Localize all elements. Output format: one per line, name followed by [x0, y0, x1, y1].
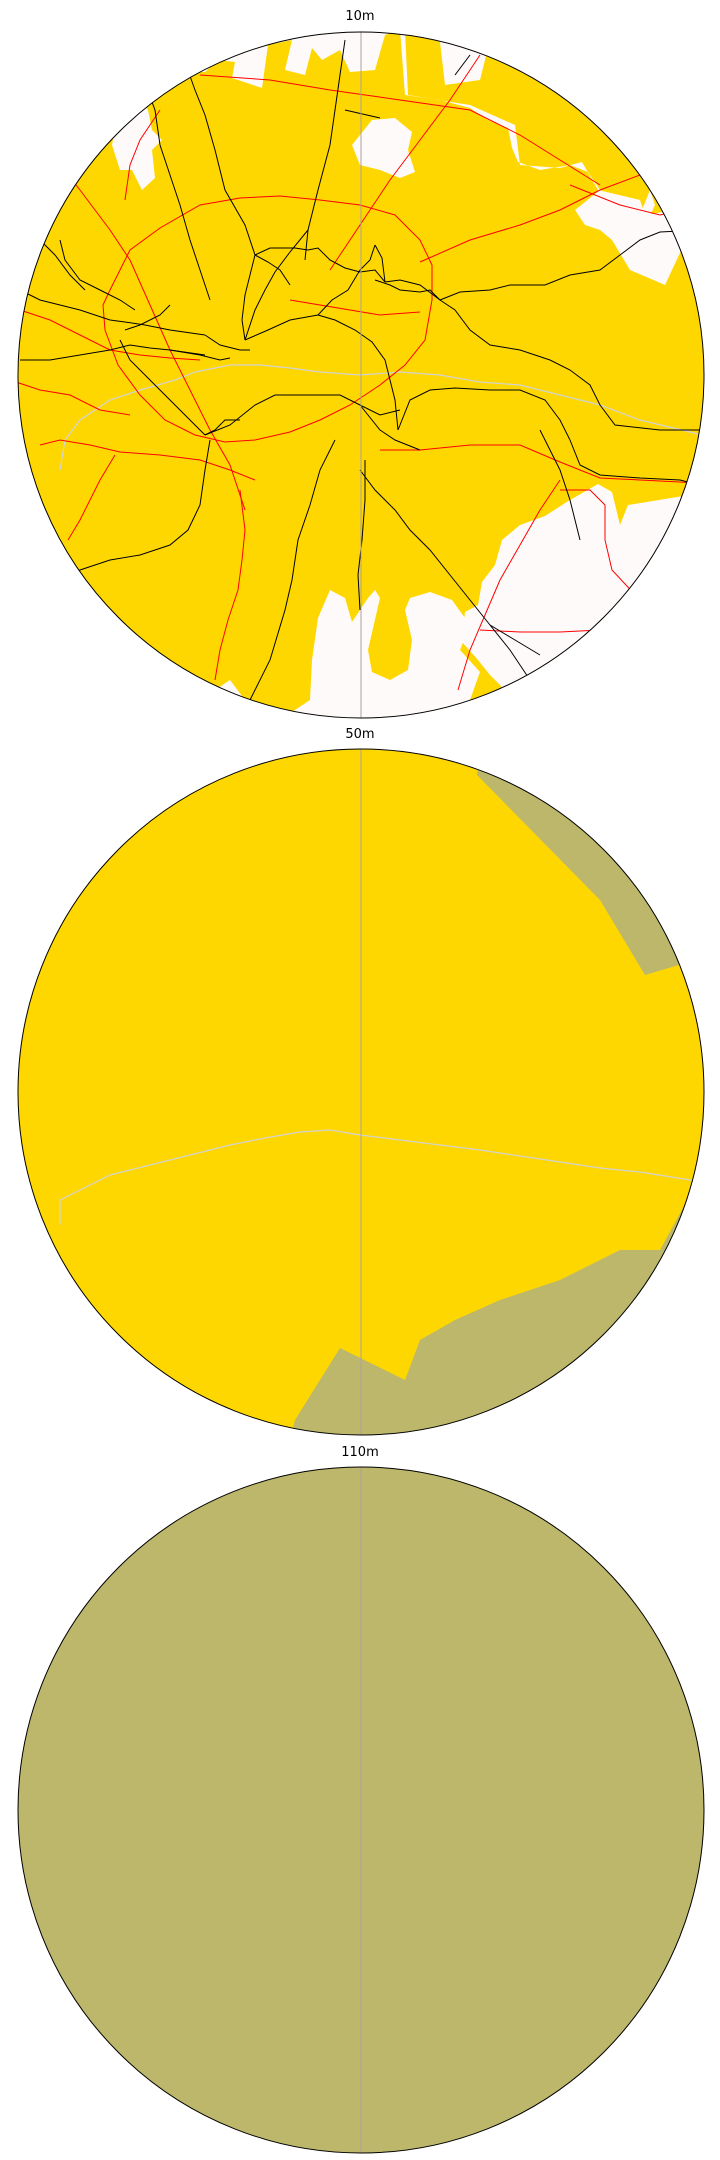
- road: [39, 239, 86, 291]
- river-thames: [59, 364, 704, 471]
- road: [374, 279, 441, 301]
- panel-title-110m: 110m: [341, 1445, 379, 1460]
- road: [59, 439, 211, 581]
- panel-title-50m: 50m: [345, 727, 375, 742]
- railway: [199, 74, 601, 186]
- non-urban-area-southeast: [462, 484, 704, 700]
- rivers-layer: [59, 364, 704, 471]
- railway: [380, 444, 704, 486]
- road: [204, 334, 250, 351]
- railway: [67, 454, 116, 541]
- map-50m: [17, 748, 705, 1436]
- railway: [419, 174, 641, 263]
- road: [204, 394, 401, 436]
- road: [204, 419, 240, 436]
- road: [439, 299, 704, 431]
- railway: [560, 489, 641, 601]
- railway: [329, 54, 481, 271]
- map-panel-10m: 10m: [0, 0, 720, 720]
- railway: [289, 299, 421, 316]
- road: [359, 469, 531, 681]
- railway-ring: [102, 195, 433, 443]
- road: [20, 344, 206, 361]
- road: [254, 247, 386, 283]
- railway: [124, 109, 161, 201]
- road: [241, 254, 256, 341]
- map-outline: [17, 748, 705, 1436]
- non-urban-area-center: [352, 118, 415, 178]
- road: [489, 624, 541, 656]
- road: [317, 244, 376, 316]
- map-panel-50m: 50m: [0, 720, 720, 1440]
- map-outline: [17, 31, 705, 719]
- road: [124, 304, 171, 331]
- road: [254, 254, 291, 286]
- road: [59, 239, 136, 311]
- road: [317, 314, 399, 431]
- road: [19, 289, 206, 336]
- map-outline: [17, 1466, 705, 2154]
- map-10m: [17, 31, 705, 719]
- map-panel-110m: 110m: [0, 1440, 720, 2160]
- road: [184, 61, 256, 256]
- road: [384, 279, 441, 301]
- railway: [39, 439, 256, 481]
- road: [359, 404, 421, 451]
- urban-area: [18, 749, 704, 1435]
- panel-title-10m: 10m: [345, 9, 375, 24]
- road: [344, 109, 381, 119]
- road: [374, 244, 386, 283]
- road: [539, 429, 581, 541]
- roads-layer: [19, 39, 704, 718]
- river: [59, 1129, 704, 1225]
- road: [239, 439, 336, 718]
- road: [119, 339, 206, 436]
- road: [244, 314, 319, 341]
- road: [169, 349, 231, 361]
- non-urban-area-south: [280, 590, 480, 718]
- road: [397, 387, 571, 441]
- road: [357, 460, 366, 611]
- road: [454, 54, 471, 76]
- railway: [18, 379, 131, 416]
- road: [439, 229, 701, 301]
- railway: [214, 489, 246, 681]
- land-area: [18, 1467, 704, 2153]
- road: [139, 69, 211, 301]
- railway: [457, 479, 561, 691]
- map-110m: [17, 1466, 705, 2154]
